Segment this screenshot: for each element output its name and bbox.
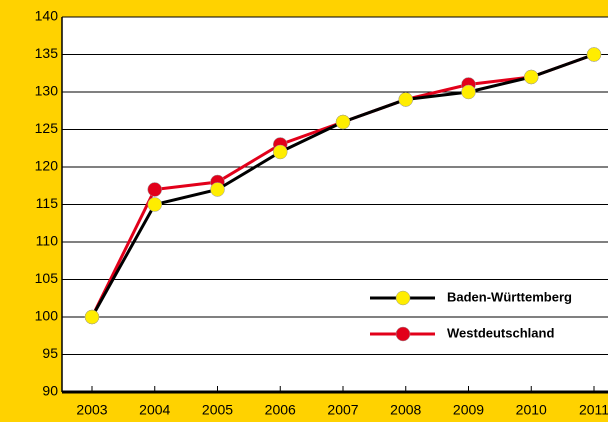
marker — [335, 114, 351, 130]
marker — [586, 47, 602, 62]
x-tick-label: 2005 — [202, 402, 233, 418]
y-tick-label: 130 — [35, 83, 59, 99]
marker — [147, 197, 162, 212]
marker — [84, 309, 100, 325]
legend-label: Baden-Württemberg — [447, 289, 572, 304]
x-tick-label: 2006 — [265, 402, 296, 418]
legend-marker — [395, 290, 411, 306]
x-tick-label: 2008 — [390, 402, 421, 418]
y-tick-label: 140 — [35, 8, 59, 24]
y-tick-label: 90 — [42, 383, 58, 399]
marker — [461, 84, 476, 100]
legend-marker — [395, 326, 411, 342]
marker — [524, 69, 539, 85]
y-tick-label: 135 — [35, 45, 59, 61]
marker — [147, 182, 162, 197]
y-tick-label: 120 — [35, 158, 59, 174]
x-tick-label: 2010 — [516, 402, 547, 418]
y-tick-label: 105 — [35, 270, 59, 286]
y-tick-label: 110 — [36, 233, 59, 249]
x-tick-label: 2009 — [453, 402, 484, 418]
marker — [210, 182, 225, 197]
marker — [398, 92, 413, 107]
marker — [273, 144, 288, 160]
y-tick-label: 95 — [42, 345, 58, 361]
y-tick-label: 125 — [35, 120, 59, 136]
x-tick-label: 2004 — [139, 402, 170, 418]
x-tick-label: 2011 — [579, 402, 608, 418]
x-tick-label: 2007 — [327, 402, 358, 418]
x-tick-label: 2003 — [76, 402, 107, 418]
legend-label: Westdeutschland — [447, 325, 554, 340]
y-tick-label: 100 — [35, 308, 59, 324]
y-tick-label: 115 — [36, 195, 59, 211]
